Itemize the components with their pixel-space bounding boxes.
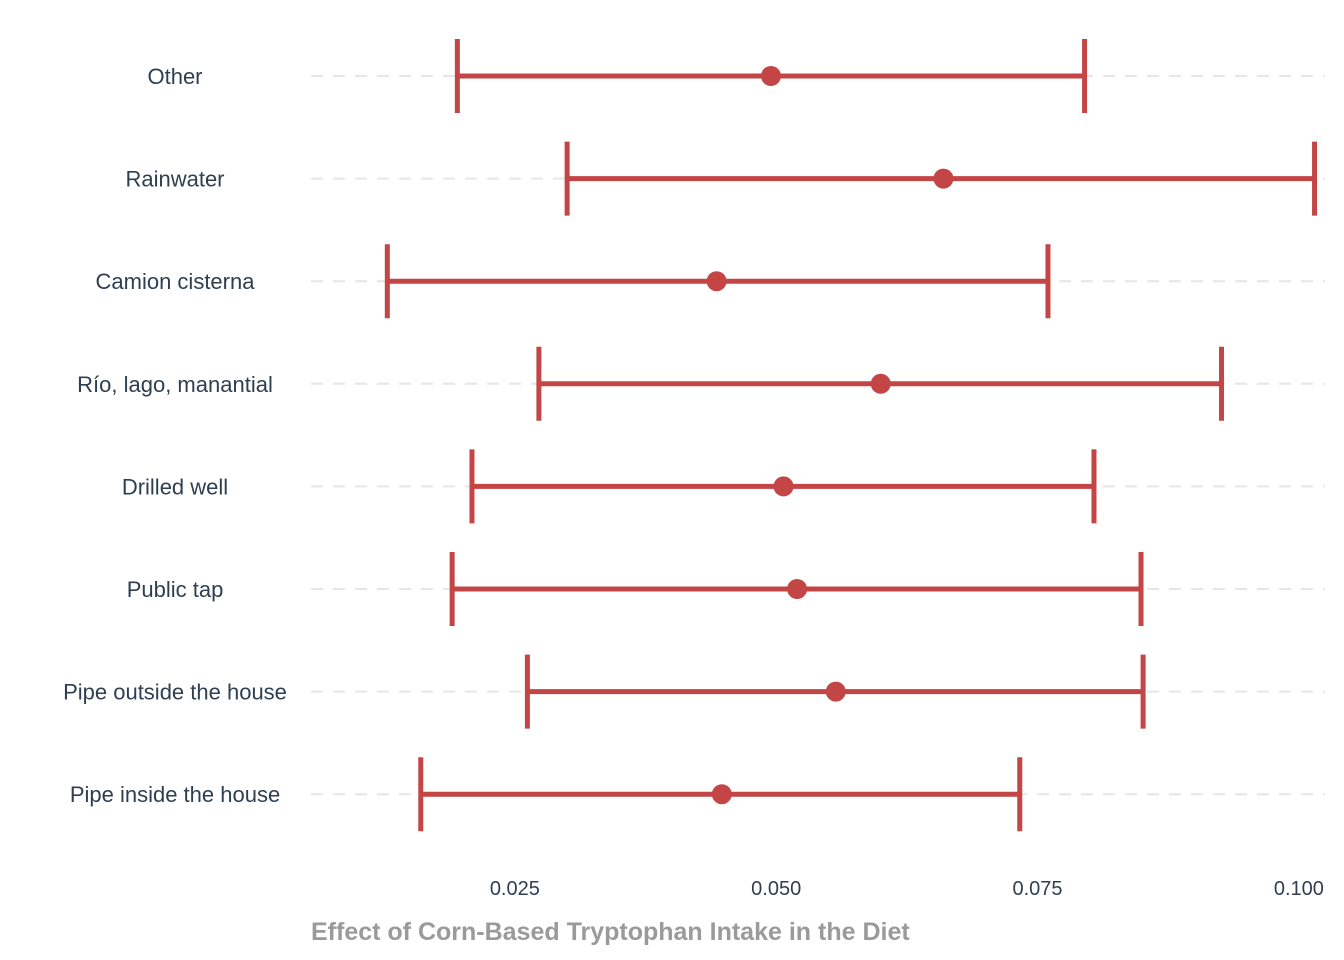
x-axis-title: Effect of Corn-Based Tryptophan Intake i… bbox=[311, 918, 910, 946]
estimate-point bbox=[760, 66, 781, 86]
estimate-point bbox=[711, 784, 732, 805]
estimate-point bbox=[787, 579, 808, 599]
category-label: Río, lago, manantial bbox=[77, 372, 273, 397]
category-label: Pipe outside the house bbox=[63, 680, 287, 705]
error-bar bbox=[418, 757, 1023, 832]
estimate-point bbox=[773, 476, 794, 497]
x-tick-label: 0.100 bbox=[1274, 878, 1324, 900]
estimate-point bbox=[933, 168, 954, 189]
x-tick-label: 0.025 bbox=[490, 878, 540, 900]
error-bar bbox=[536, 346, 1225, 421]
error-bar bbox=[449, 552, 1144, 626]
category-label: Other bbox=[147, 64, 202, 89]
category-label: Public tap bbox=[127, 577, 224, 602]
category-label: Drilled well bbox=[122, 474, 228, 499]
grid-lines bbox=[311, 75, 1325, 796]
category-label: Camion cisterna bbox=[96, 269, 256, 294]
error-bar bbox=[469, 449, 1097, 524]
category-labels: Other Rainwater Camion cisterna Río, lago, … bbox=[63, 64, 287, 807]
error-bar bbox=[384, 244, 1051, 319]
error-bar bbox=[454, 39, 1088, 113]
category-label: Pipe inside the house bbox=[70, 782, 280, 807]
error-bar bbox=[564, 141, 1318, 216]
x-axis-ticks: 0.025 0.050 0.075 0.100 bbox=[490, 878, 1324, 900]
estimate-point bbox=[870, 373, 891, 394]
error-bar bbox=[524, 654, 1146, 729]
estimate-point bbox=[706, 271, 727, 292]
x-tick-label: 0.050 bbox=[751, 878, 801, 900]
error-bars bbox=[384, 39, 1318, 832]
estimate-point bbox=[825, 681, 846, 702]
category-label: Rainwater bbox=[125, 167, 224, 192]
x-tick-label: 0.075 bbox=[1012, 878, 1062, 900]
